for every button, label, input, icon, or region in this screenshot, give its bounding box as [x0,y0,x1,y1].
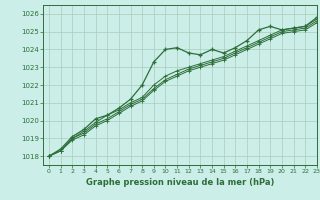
X-axis label: Graphe pression niveau de la mer (hPa): Graphe pression niveau de la mer (hPa) [86,178,274,187]
